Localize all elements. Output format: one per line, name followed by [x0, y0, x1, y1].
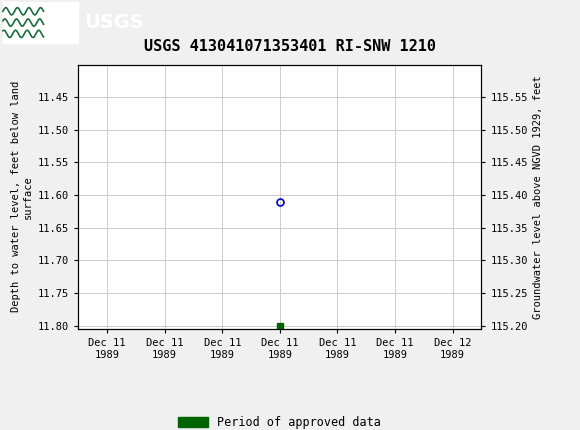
Text: USGS 413041071353401 RI-SNW 1210: USGS 413041071353401 RI-SNW 1210 — [144, 39, 436, 54]
Text: USGS: USGS — [84, 13, 144, 32]
Y-axis label: Depth to water level, feet below land
surface: Depth to water level, feet below land su… — [11, 81, 32, 312]
Y-axis label: Groundwater level above NGVD 1929, feet: Groundwater level above NGVD 1929, feet — [534, 75, 543, 319]
Legend: Period of approved data: Period of approved data — [174, 412, 386, 430]
Bar — [3, 2, 78, 43]
